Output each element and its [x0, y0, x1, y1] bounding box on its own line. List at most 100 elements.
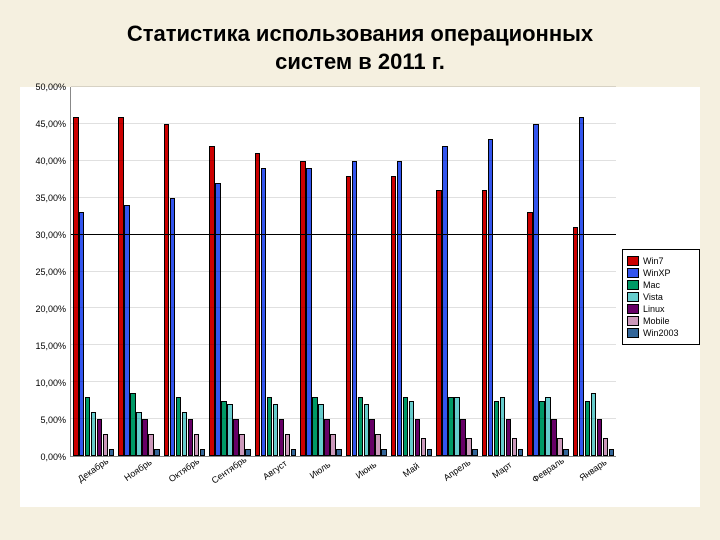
- bar: [233, 419, 238, 456]
- y-tick: 15,00%: [35, 341, 66, 351]
- y-tick: 20,00%: [35, 304, 66, 314]
- x-label: Октябрь: [161, 457, 207, 507]
- x-label: Ноябрь: [116, 457, 162, 507]
- bar: [306, 168, 311, 456]
- grid-line: [71, 307, 616, 308]
- bar: [358, 397, 363, 456]
- bar: [472, 449, 477, 456]
- bar-group: [571, 87, 616, 456]
- bar: [563, 449, 568, 456]
- legend-item: Win2003: [627, 328, 695, 338]
- bar-group: [434, 87, 479, 456]
- bar: [148, 434, 153, 456]
- reference-line: [71, 234, 616, 235]
- bar: [415, 419, 420, 456]
- legend-item: WinXP: [627, 268, 695, 278]
- bar: [539, 401, 544, 456]
- legend-swatch: [627, 256, 639, 266]
- y-tick: 0,00%: [40, 452, 66, 462]
- x-label: Март: [480, 457, 526, 507]
- bar: [97, 419, 102, 456]
- bar: [85, 397, 90, 456]
- bar: [154, 449, 159, 456]
- bar: [239, 434, 244, 456]
- bar: [221, 401, 226, 456]
- bar: [215, 183, 220, 456]
- bar: [518, 449, 523, 456]
- bar: [421, 438, 426, 456]
- grid-line: [71, 271, 616, 272]
- legend-label: Linux: [643, 304, 665, 314]
- legend-item: Linux: [627, 304, 695, 314]
- title-line-1: Статистика использования операционных: [20, 20, 700, 48]
- grid-line: [71, 86, 616, 87]
- x-label: Август: [252, 457, 298, 507]
- bar: [545, 397, 550, 456]
- bar: [506, 419, 511, 456]
- y-tick: 35,00%: [35, 193, 66, 203]
- bar: [118, 117, 123, 456]
- bar: [397, 161, 402, 456]
- x-label: Сентябрь: [207, 457, 253, 507]
- bar: [557, 438, 562, 456]
- bar-group: [389, 87, 434, 456]
- bar: [603, 438, 608, 456]
- bar: [573, 227, 578, 456]
- bar: [261, 168, 266, 456]
- plot-region: [70, 87, 616, 457]
- title-line-2: систем в 2011 г.: [20, 48, 700, 76]
- bar: [245, 449, 250, 456]
- bar: [585, 401, 590, 456]
- bar: [130, 393, 135, 456]
- bar: [164, 124, 169, 456]
- page-title: Статистика использования операционных си…: [20, 20, 700, 75]
- chart-plot-area: 0,00%5,00%10,00%15,00%20,00%25,00%30,00%…: [20, 87, 616, 507]
- bar: [500, 397, 505, 456]
- bar: [142, 419, 147, 456]
- bar-group: [116, 87, 161, 456]
- bar: [279, 419, 284, 456]
- x-label: Июль: [298, 457, 344, 507]
- bar: [533, 124, 538, 456]
- legend-swatch: [627, 292, 639, 302]
- y-tick: 40,00%: [35, 156, 66, 166]
- legend-label: WinXP: [643, 268, 671, 278]
- bar: [551, 419, 556, 456]
- grid-line: [71, 123, 616, 124]
- bar-group: [71, 87, 116, 456]
- legend-label: Win2003: [643, 328, 679, 338]
- legend-swatch: [627, 268, 639, 278]
- bar: [273, 404, 278, 456]
- x-label: Январь: [571, 457, 617, 507]
- bar-group: [162, 87, 207, 456]
- bar-groups: [71, 87, 616, 456]
- bar: [352, 161, 357, 456]
- bar: [285, 434, 290, 456]
- legend-swatch: [627, 280, 639, 290]
- bar: [466, 438, 471, 456]
- bar: [427, 449, 432, 456]
- legend-swatch: [627, 316, 639, 326]
- bar: [209, 146, 214, 456]
- bar: [79, 212, 84, 456]
- bar-group: [525, 87, 570, 456]
- x-label: Апрель: [434, 457, 480, 507]
- legend-label: Mobile: [643, 316, 670, 326]
- legend-label: Mac: [643, 280, 660, 290]
- legend-swatch: [627, 304, 639, 314]
- bar: [346, 176, 351, 456]
- bar: [318, 404, 323, 456]
- bar: [381, 449, 386, 456]
- bar: [194, 434, 199, 456]
- bar: [255, 153, 260, 456]
- legend-label: Win7: [643, 256, 664, 266]
- bar-group: [344, 87, 389, 456]
- x-axis-labels: ДекабрьНоябрьОктябрьСентябрьАвгустИюльИю…: [70, 457, 616, 507]
- y-tick: 25,00%: [35, 267, 66, 277]
- x-label: Май: [389, 457, 435, 507]
- x-label: Июнь: [343, 457, 389, 507]
- bar: [482, 190, 487, 456]
- bar: [73, 117, 78, 456]
- grid-line: [71, 381, 616, 382]
- x-label: Декабрь: [70, 457, 116, 507]
